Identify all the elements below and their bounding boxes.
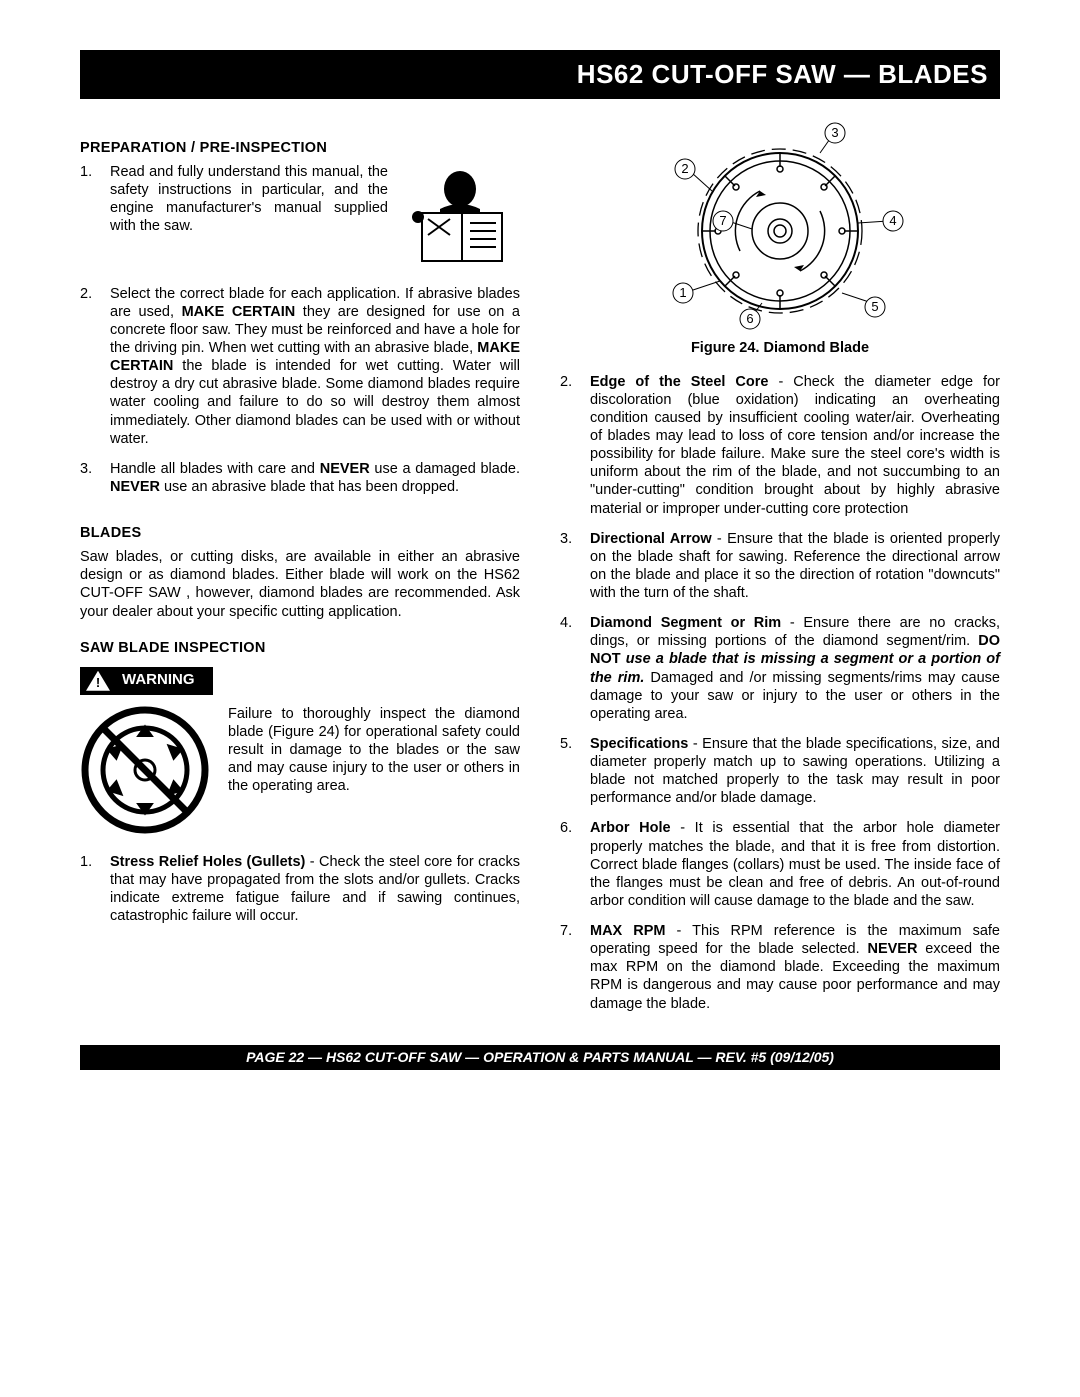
svg-text:5: 5	[871, 299, 878, 314]
svg-text:3: 3	[831, 125, 838, 140]
page-footer: PAGE 22 — HS62 CUT-OFF SAW — OPERATION &…	[80, 1045, 1000, 1071]
prep-list: Read and fully understand this manual, t…	[80, 163, 520, 496]
diamond-blade-diagram: 1 2 3 4 5 6 7	[635, 121, 925, 331]
svg-text:2: 2	[681, 161, 688, 176]
prep-item-1-text: Read and fully understand this manual, t…	[110, 163, 388, 236]
warning-para: Failure to thoroughly inspect the diamon…	[228, 705, 520, 796]
prep-heading: PREPARATION / PRE-INSPECTION	[80, 139, 520, 157]
svg-text:4: 4	[889, 213, 896, 228]
right-column: 1 2 3 4 5 6 7 Figure 24. Diamond Blade E…	[560, 121, 1000, 1025]
warning-badge: ! WARNING	[80, 667, 213, 695]
inspect-item-1: Stress Relief Holes (Gullets) - Check th…	[80, 853, 520, 926]
inspect-item-2: Edge of the Steel Core - Check the diame…	[560, 373, 1000, 518]
figure-caption: Figure 24. Diamond Blade	[560, 339, 1000, 357]
prep-item-2: Select the correct blade for each applic…	[80, 285, 520, 448]
inspect-item-6: Arbor Hole - It is essential that the ar…	[560, 819, 1000, 910]
prep-item-3: Handle all blades with care and NEVER us…	[80, 460, 520, 496]
page-header: HS62 CUT-OFF SAW — BLADES	[80, 50, 1000, 99]
no-damaged-blade-icon	[80, 705, 210, 835]
blades-heading: BLADES	[80, 524, 520, 542]
inspect-item-4: Diamond Segment or Rim - Ensure there ar…	[560, 614, 1000, 723]
inspect-item-7: MAX RPM - This RPM reference is the maxi…	[560, 922, 1000, 1013]
svg-text:1: 1	[679, 285, 686, 300]
warning-row: Failure to thoroughly inspect the diamon…	[80, 705, 520, 835]
content-columns: PREPARATION / PRE-INSPECTION Read and fu…	[80, 121, 1000, 1025]
inspect-heading: SAW BLADE INSPECTION	[80, 639, 520, 657]
left-column: PREPARATION / PRE-INSPECTION Read and fu…	[80, 121, 520, 1025]
inspect-list-left: Stress Relief Holes (Gullets) - Check th…	[80, 853, 520, 926]
warning-label: WARNING	[122, 671, 195, 690]
prep-item-1: Read and fully understand this manual, t…	[80, 163, 520, 273]
warning-triangle-icon: !	[86, 671, 110, 691]
svg-text:6: 6	[746, 311, 753, 326]
inspect-list-right: Edge of the Steel Core - Check the diame…	[560, 373, 1000, 1013]
blades-para: Saw blades, or cutting disks, are availa…	[80, 548, 520, 621]
svg-text:7: 7	[719, 213, 726, 228]
reading-manual-icon	[400, 163, 520, 273]
figure-24: 1 2 3 4 5 6 7 Figure 24. Diamond Blade	[560, 121, 1000, 357]
inspect-item-3: Directional Arrow - Ensure that the blad…	[560, 530, 1000, 603]
inspect-item-5: Specifications - Ensure that the blade s…	[560, 735, 1000, 808]
